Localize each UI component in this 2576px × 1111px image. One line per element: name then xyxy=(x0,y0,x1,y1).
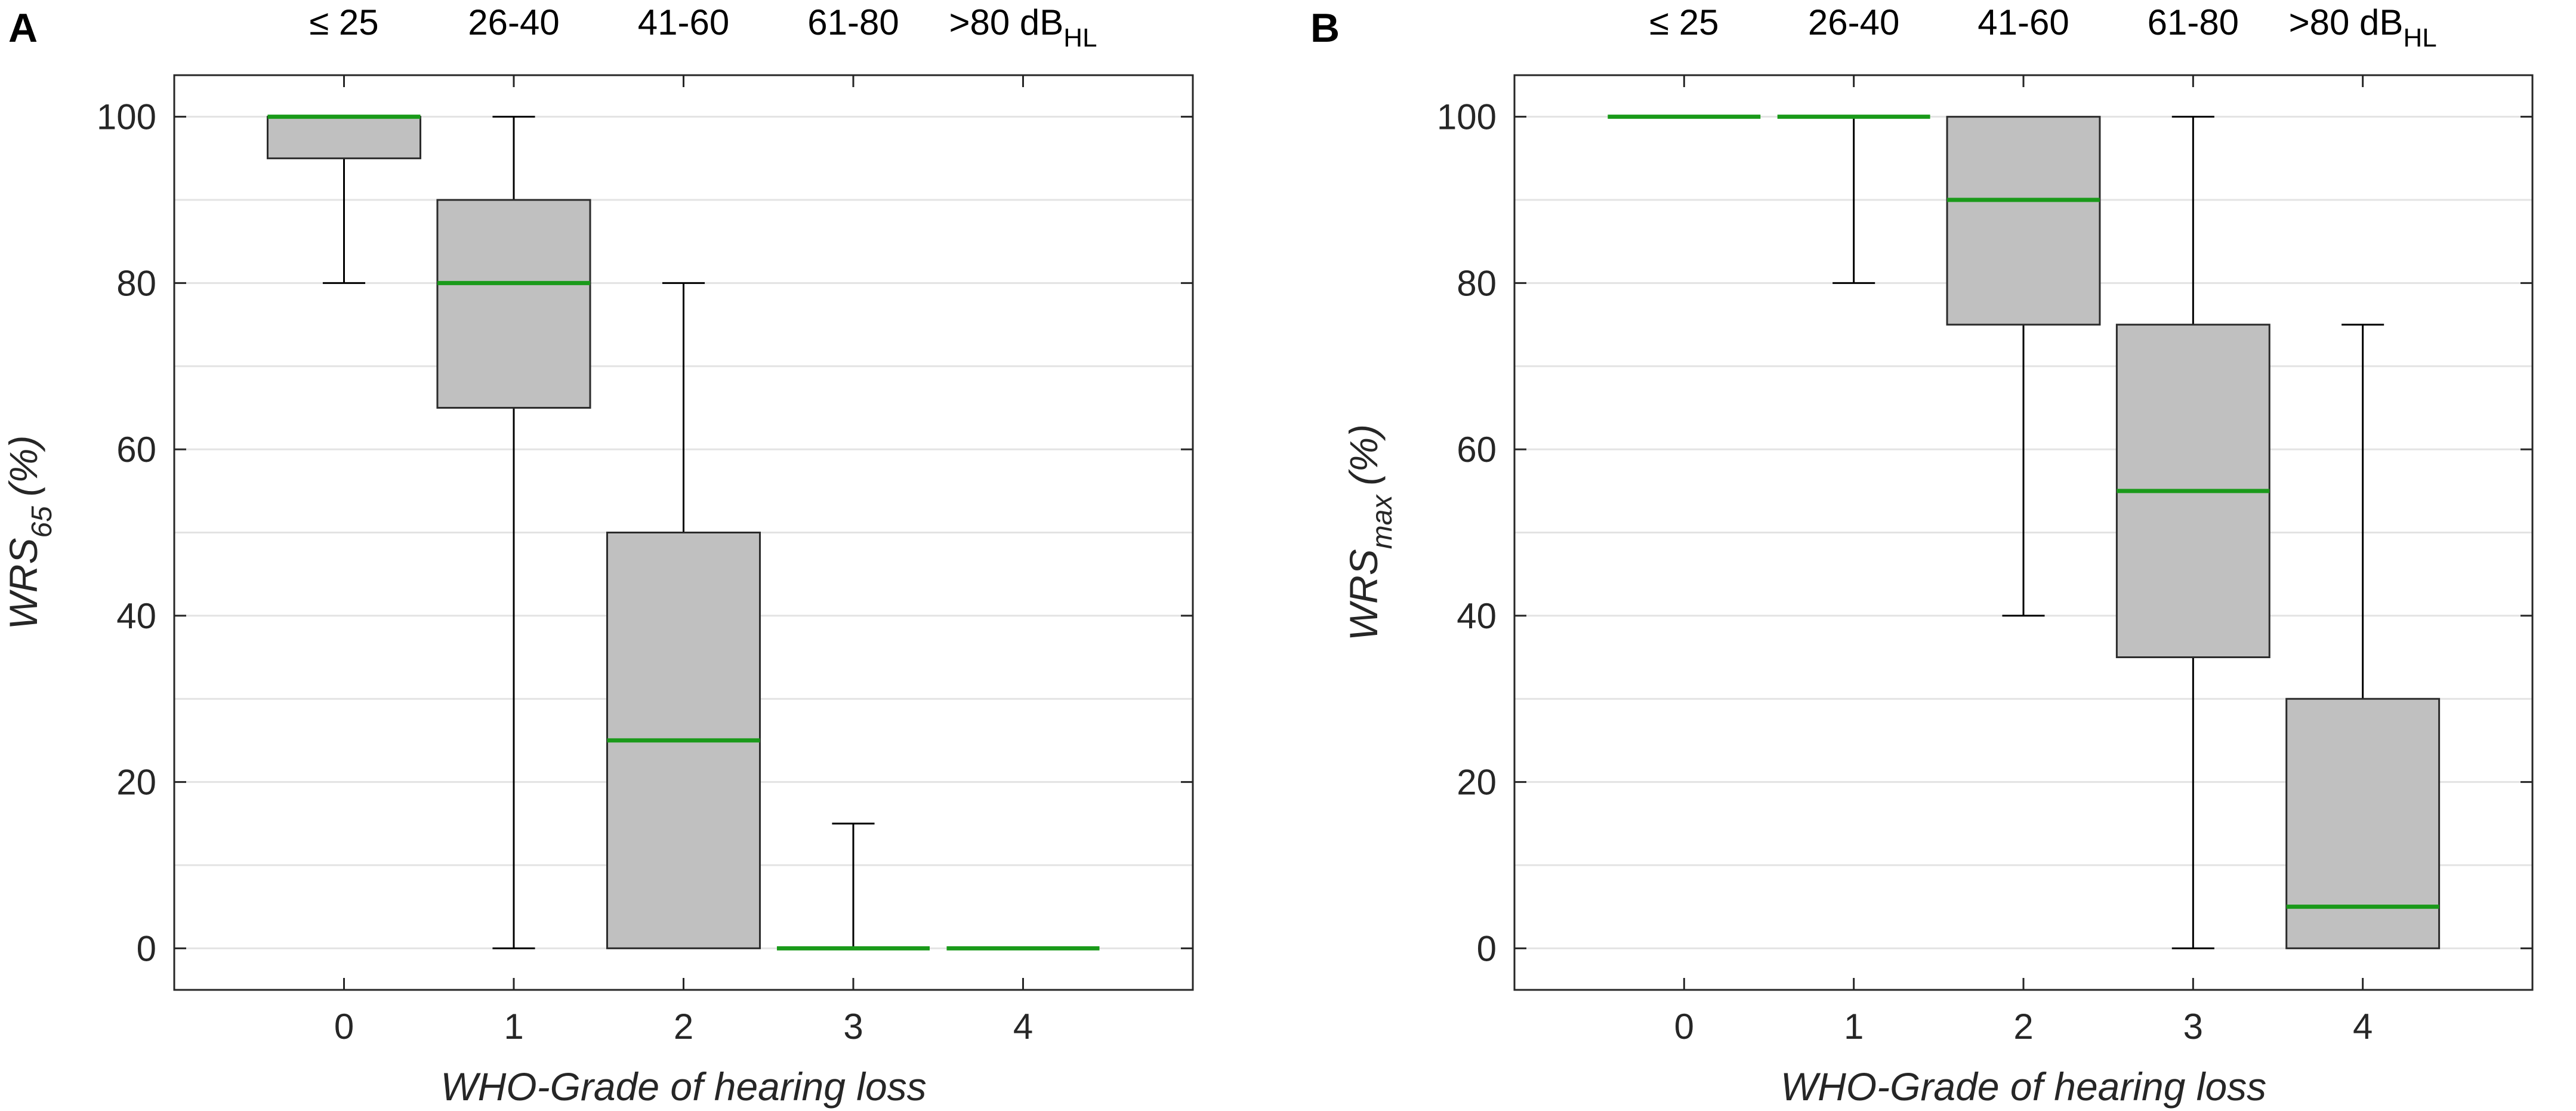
panel-b: B 0 20 40 60 80 100 0 ≤ 25 1 26-40 2 41-60 3 61-80 4 >80… xyxy=(1310,2,2534,1109)
top-label: ≤ 25 xyxy=(1649,2,1719,42)
top-label: 26-40 xyxy=(1808,2,1899,42)
y-tick-label: 40 xyxy=(116,596,156,636)
box-iqr xyxy=(266,116,422,159)
y-tick-label: 100 xyxy=(1437,97,1497,137)
y-tick-label: 20 xyxy=(116,763,156,803)
top-label-text: >80 dB xyxy=(949,2,1063,42)
top-label-text: 41-60 xyxy=(1977,2,2069,42)
top-label: 41-60 xyxy=(1977,2,2069,42)
box-iqr xyxy=(436,199,591,409)
y-tick-label: 80 xyxy=(116,263,156,303)
y-tick-label: 100 xyxy=(97,97,156,137)
box-iqr xyxy=(1946,116,2101,326)
top-label-text: >80 dB xyxy=(2289,2,2404,42)
panel-letter: B xyxy=(1310,5,1340,51)
x-tick-label: 0 xyxy=(334,1007,354,1047)
y-axis-title-main: WRS xyxy=(1,538,45,630)
x-tick-label: 2 xyxy=(674,1007,693,1047)
y-axis-title-main: WRS xyxy=(1341,549,1386,641)
y-tick-label: 80 xyxy=(1457,263,1497,303)
y-axis-title: WRS65 (%) xyxy=(1,435,58,629)
top-label: >80 dBHL xyxy=(2289,2,2437,53)
top-label-text: 61-80 xyxy=(807,2,899,42)
top-label-text: 41-60 xyxy=(638,2,729,42)
y-tick-label: 0 xyxy=(137,928,156,968)
top-label: 26-40 xyxy=(468,2,559,42)
box-group-grade-4 xyxy=(2285,323,2441,949)
top-label-text: 61-80 xyxy=(2148,2,2239,42)
box-group-grade-2 xyxy=(1946,116,2101,617)
top-label-text: ≤ 25 xyxy=(309,2,378,42)
top-label-text: 26-40 xyxy=(1808,2,1899,42)
top-label: 61-80 xyxy=(2148,2,2239,42)
x-tick-label: 3 xyxy=(2183,1007,2203,1047)
top-label-subscript: HL xyxy=(1063,23,1097,53)
y-axis-title-subscript: 65 xyxy=(26,506,58,538)
panel-letter: A xyxy=(8,5,38,51)
top-label-text: 26-40 xyxy=(468,2,559,42)
box-group-grade-1 xyxy=(1777,115,1930,284)
box-group-grade-3 xyxy=(2115,116,2270,949)
y-tick-label: 40 xyxy=(1457,596,1497,636)
y-axis-title-unit: (%) xyxy=(1341,424,1386,486)
y-tick-label: 20 xyxy=(1457,763,1497,803)
x-axis-title: WHO-Grade of hearing loss xyxy=(1781,1064,2266,1109)
x-tick-label: 4 xyxy=(1013,1007,1033,1047)
top-label-subscript: HL xyxy=(2403,23,2436,53)
top-label-text: ≤ 25 xyxy=(1649,2,1719,42)
x-tick-label: 4 xyxy=(2353,1007,2373,1047)
x-tick-label: 3 xyxy=(843,1007,863,1047)
y-axis-title-subscript: max xyxy=(1366,494,1398,550)
box-group-grade-2 xyxy=(606,282,761,949)
y-tick-label: 60 xyxy=(1457,430,1497,470)
panel-a: A 0 20 40 60 80 100 0 ≤ 25 1 26-40 2 41-60 3 61-80 4 >80… xyxy=(1,2,1194,1109)
x-tick-label: 1 xyxy=(1844,1007,1864,1047)
x-tick-label: 0 xyxy=(1674,1007,1694,1047)
y-tick-label: 60 xyxy=(116,430,156,470)
y-axis-title-unit: (%) xyxy=(1,435,45,496)
x-tick-label: 1 xyxy=(504,1007,523,1047)
top-label: 41-60 xyxy=(638,2,729,42)
top-label: 61-80 xyxy=(807,2,899,42)
y-tick-label: 0 xyxy=(1477,928,1497,968)
x-tick-label: 2 xyxy=(2013,1007,2033,1047)
box-group-grade-3 xyxy=(776,822,930,950)
top-label: >80 dBHL xyxy=(949,2,1097,53)
y-axis-title: WRSmax (%) xyxy=(1341,424,1398,641)
box-group-grade-0 xyxy=(266,115,422,284)
x-axis-title: WHO-Grade of hearing loss xyxy=(440,1064,926,1109)
box-group-grade-1 xyxy=(436,116,591,949)
box-iqr xyxy=(2285,698,2441,949)
top-label: ≤ 25 xyxy=(309,2,378,42)
